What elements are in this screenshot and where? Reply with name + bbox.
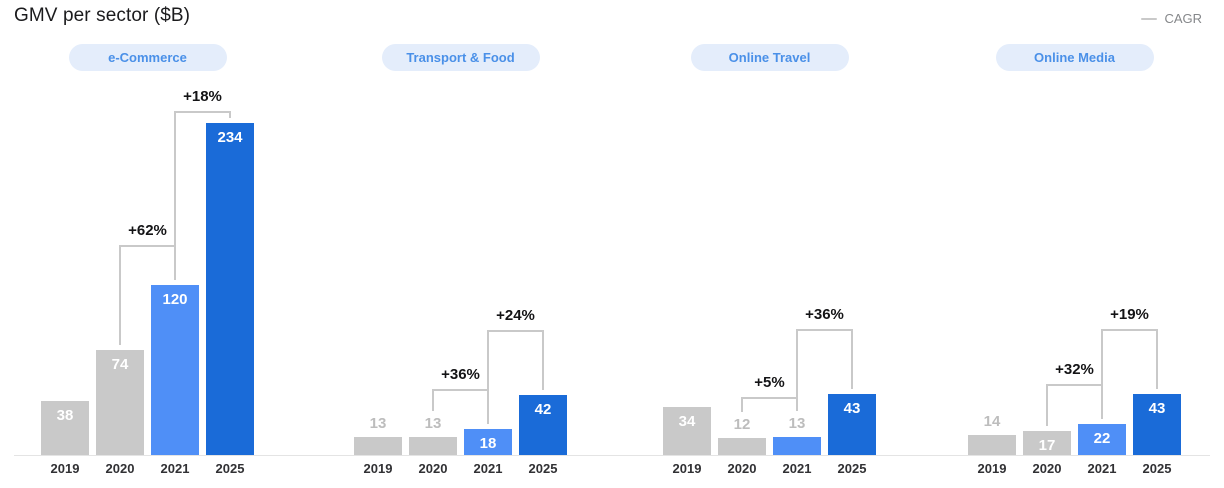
bar-value-label: 43 [1148,400,1166,417]
bar-transport-food-2019 [354,437,402,455]
bar-value-label: 22 [1093,430,1111,447]
bars-area-transport-food: 13 13 18 42 +36% +24% [350,85,571,455]
sector-group-online-media: Online Media 14 17 22 43 +32% +19% 2019 2020 2021… [964,44,1185,488]
cagr-bracket-tick [432,389,434,411]
year-label-2025: 2025 [837,461,867,476]
cagr-bracket-tick [119,245,121,345]
cagr-bracket-line [120,245,175,247]
year-label-2021: 2021 [1087,461,1117,476]
bar-online-media-2019 [968,435,1016,455]
bar-e-commerce-2019 [41,401,89,455]
sector-group-online-travel: Online Travel 34 12 13 43 +5% +36% 2019 2020 2021… [659,44,880,488]
bar-value-label: 13 [788,415,806,432]
bar-value-label: 42 [534,401,552,418]
bar-online-media-2021 [1078,424,1126,455]
cagr-value-label: +62% [128,222,167,239]
bar-chart: e-Commerce 38 74 120 234 +62% +18% 2019 2020 2021… [0,44,1224,488]
bar-value-label: 74 [111,356,129,373]
year-label-2025: 2025 [1142,461,1172,476]
cagr-bracket-tick [542,330,544,390]
x-axis-line [14,455,1210,456]
bar-value-label: 38 [56,407,74,424]
cagr-legend-label: CAGR [1164,11,1202,26]
cagr-value-label: +36% [441,366,480,383]
bar-transport-food-2025 [519,395,567,455]
cagr-bracket-line [433,389,488,391]
cagr-value-label: +32% [1055,361,1094,378]
year-label-2025: 2025 [215,461,245,476]
bar-e-commerce-2020 [96,350,144,455]
bar-value-label: 13 [369,415,387,432]
cagr-bracket-tick [851,329,853,389]
year-label-2021: 2021 [473,461,503,476]
sector-pill-online-travel: Online Travel [690,44,849,71]
bars-area-online-media: 14 17 22 43 +32% +19% [964,85,1185,455]
year-label-2021: 2021 [160,461,190,476]
cagr-bracket-line [1102,329,1157,331]
cagr-line-icon [1141,17,1158,20]
cagr-value-label: +19% [1110,306,1149,323]
bar-e-commerce-2025 [206,123,254,455]
year-label-2025: 2025 [528,461,558,476]
year-label-2020: 2020 [727,461,757,476]
chart-title: GMV per sector ($B) [14,5,191,26]
cagr-bracket-tick [487,330,489,424]
year-label-2019: 2019 [50,461,80,476]
cagr-value-label: +5% [754,374,785,391]
year-label-2020: 2020 [418,461,448,476]
cagr-legend: CAGR [1141,11,1202,26]
sector-pill-e-commerce: e-Commerce [68,44,227,71]
cagr-bracket-line [742,397,797,399]
bar-online-travel-2021 [773,437,821,455]
bar-value-label: 17 [1038,437,1056,454]
bar-value-label: 43 [843,400,861,417]
bar-value-label: 13 [424,415,442,432]
bar-value-label: 34 [678,413,696,430]
year-label-2020: 2020 [1032,461,1062,476]
bar-value-label: 234 [217,129,243,146]
cagr-value-label: +18% [183,88,222,105]
cagr-bracket-tick [229,111,231,118]
cagr-bracket-tick [741,397,743,412]
bars-area-e-commerce: 38 74 120 234 +62% +18% [37,85,258,455]
year-label-2019: 2019 [977,461,1007,476]
bar-value-label: 14 [983,413,1001,430]
cagr-bracket-line [797,329,852,331]
bar-value-label: 120 [162,291,188,308]
bar-e-commerce-2021 [151,285,199,455]
sector-group-e-commerce: e-Commerce 38 74 120 234 +62% +18% 2019 2020 2021… [37,44,258,488]
cagr-bracket-tick [1046,384,1048,426]
cagr-bracket-tick [174,111,176,280]
cagr-bracket-tick [1101,329,1103,419]
year-label-2019: 2019 [363,461,393,476]
cagr-bracket-tick [1156,329,1158,389]
bar-online-media-2020 [1023,431,1071,455]
sector-pill-transport-food: Transport & Food [381,44,540,71]
bar-value-label: 18 [479,435,497,452]
bar-online-media-2025 [1133,394,1181,455]
cagr-value-label: +24% [496,307,535,324]
cagr-bracket-line [1047,384,1102,386]
cagr-bracket-tick [796,329,798,411]
sector-pill-online-media: Online Media [995,44,1154,71]
bars-area-online-travel: 34 12 13 43 +5% +36% [659,85,880,455]
bar-online-travel-2025 [828,394,876,455]
cagr-bracket-line [175,111,230,113]
year-label-2019: 2019 [672,461,702,476]
bar-online-travel-2019 [663,407,711,455]
bar-transport-food-2021 [464,429,512,455]
cagr-bracket-line [488,330,543,332]
sector-group-transport-food: Transport & Food 13 13 18 42 +36% +24% 2019 2020… [350,44,571,488]
bar-value-label: 12 [733,416,751,433]
year-label-2020: 2020 [105,461,135,476]
cagr-value-label: +36% [805,306,844,323]
bar-online-travel-2020 [718,438,766,455]
bar-transport-food-2020 [409,437,457,455]
year-label-2021: 2021 [782,461,812,476]
